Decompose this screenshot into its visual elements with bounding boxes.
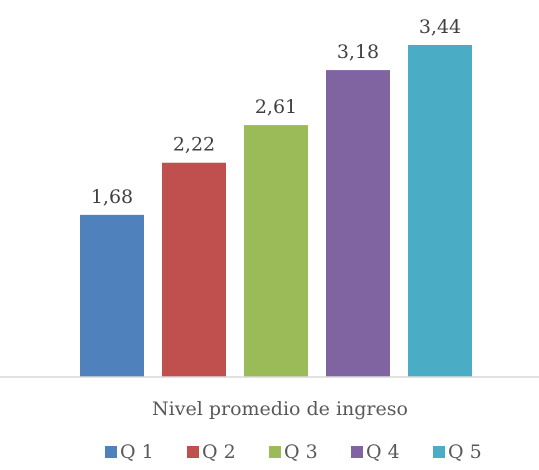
bar-q1 bbox=[80, 214, 144, 377]
legend-item-q4: Q 4 bbox=[351, 441, 400, 463]
legend-swatch bbox=[433, 446, 445, 458]
legend-item-q2: Q 2 bbox=[187, 441, 236, 463]
legend-item-q3: Q 3 bbox=[269, 441, 318, 463]
bar-q3 bbox=[244, 125, 308, 378]
legend-swatch bbox=[269, 446, 281, 458]
legend-swatch bbox=[351, 446, 363, 458]
bar-q5 bbox=[408, 45, 472, 377]
bars-group bbox=[80, 45, 472, 378]
bar-q2 bbox=[162, 162, 226, 377]
legend-label: Q 1 bbox=[120, 441, 154, 463]
bar-q4 bbox=[326, 70, 390, 378]
legend: Q 1 Q 2 Q 3 Q 4 Q 5 bbox=[105, 441, 482, 463]
data-label-q4: 3,18 bbox=[337, 41, 379, 63]
data-label-q2: 2,22 bbox=[173, 134, 215, 156]
legend-label: Q 3 bbox=[284, 441, 318, 463]
legend-label: Q 4 bbox=[366, 441, 400, 463]
data-label-q3: 2,61 bbox=[255, 96, 297, 118]
category-label: Nivel promedio de ingreso bbox=[152, 398, 408, 420]
legend-item-q5: Q 5 bbox=[433, 441, 482, 463]
data-label-q1: 1,68 bbox=[91, 186, 133, 208]
legend-item-q1: Q 1 bbox=[105, 441, 154, 463]
legend-label: Q 2 bbox=[202, 441, 236, 463]
data-labels-group: 1,68 2,22 2,61 3,18 3,44 bbox=[91, 16, 461, 208]
legend-swatch bbox=[105, 446, 117, 458]
data-label-q5: 3,44 bbox=[419, 16, 461, 38]
legend-label: Q 5 bbox=[448, 441, 482, 463]
legend-swatch bbox=[187, 446, 199, 458]
